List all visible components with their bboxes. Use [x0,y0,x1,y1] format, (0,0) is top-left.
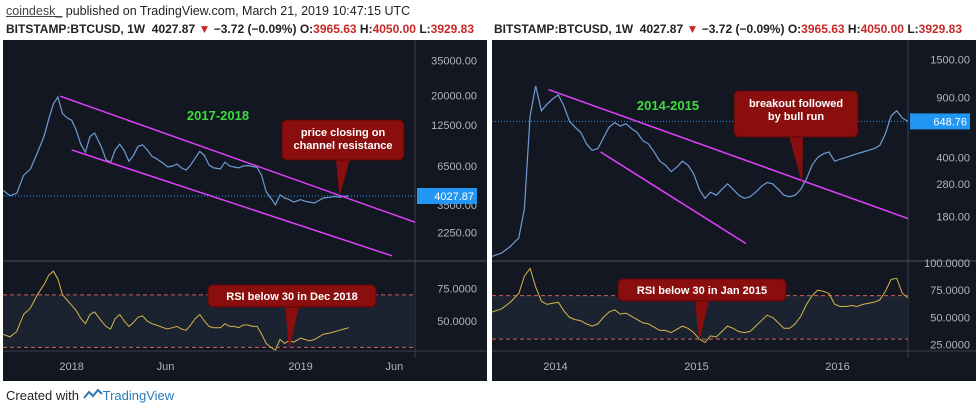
chart-header: coindesk_ published on TradingView.com, … [6,2,976,38]
rsi-tick-label: 25.0000 [930,340,970,352]
y-tick-label: 180.00 [936,211,970,223]
down-arrow-icon: ▼ [198,22,211,36]
rsi-series-line [491,267,909,344]
publish-info: published on TradingView.com, March 21, … [65,4,411,18]
publish-line: coindesk_ published on TradingView.com, … [6,4,410,18]
chart-2014-2015[interactable]: 1500.00 900.00 400.00 280.00 180.00 100.0000 7… [491,40,976,381]
y-tick-label: 900.00 [936,92,970,104]
open-value: 3965.63 [801,22,845,36]
callout-text: price closing on channel resistance [293,127,392,152]
x-tick-label: 2016 [825,361,849,373]
callout-pointer [336,159,350,197]
down-arrow-icon: ▼ [686,22,699,36]
callout-box [207,284,377,308]
price-change: −3.72 (−0.09%) [701,22,785,36]
chart-panel-2014-2015[interactable]: 1500.00 900.00 400.00 280.00 180.00 100.0000 7… [491,40,976,381]
high-value: 4050.00 [860,22,904,36]
open-label: O: [787,22,802,36]
y-tick-label: 280.00 [936,179,970,191]
chart-2017-2018[interactable]: 35000.0020000.0012500.006500.003500.0022… [2,40,487,381]
channel-line [71,149,393,257]
footer-tradingview[interactable]: TradingView [102,388,175,403]
open-label: O: [299,22,314,36]
callout-pointer [695,300,709,342]
last-price-tag-label: 4027.87 [434,191,474,203]
chart-title: 2014-2015 [637,98,699,113]
high-label: H: [847,22,861,36]
footer: Created with TradingView [6,388,174,403]
channel-line [600,151,747,245]
channel-line [59,95,416,223]
rsi-tick-label: 50.0000 [437,316,477,328]
low-label: L: [419,22,431,36]
footer-created: Created with [6,388,79,403]
publisher-link[interactable]: coindesk_ [6,4,63,18]
callout-box [281,119,405,161]
open-value: 3965.63 [313,22,357,36]
x-tick-label: 2015 [684,361,708,373]
y-tick-label: 20000.00 [431,91,477,103]
y-tick-label: 12500.00 [431,120,477,132]
low-value: 3929.83 [430,22,475,36]
high-label: H: [359,22,373,36]
y-tick-label: 35000.00 [431,55,477,67]
callout-text-line: price closing on [301,127,386,139]
chart-panel-2017-2018[interactable]: 35000.00 20000.00 12500.00 6500.00 3500.00 22… [2,40,487,381]
callout-text: RSI below 30 in Jan 2015 [637,285,767,297]
last-price-tag [910,113,970,130]
callout-text: breakout followed by bull run [749,98,843,123]
low-value: 3929.83 [918,22,963,36]
last-price-tag-label: 648.76 [933,116,967,128]
x-tick-label: Jun [157,361,175,373]
x-tick-label: 2019 [288,361,312,373]
callout-text-line: channel resistance [293,140,392,152]
y-tick-label: 400.00 [936,152,970,164]
last-price-tag [417,187,477,204]
price-change: −3.72 (−0.09%) [213,22,297,36]
channel-line [548,88,909,220]
symbol-name: BITSTAMP:BTCUSD, 1W [6,22,146,36]
callout-text-line: RSI below 30 in Dec 2018 [226,291,357,303]
callout-box [617,278,787,302]
rsi-tick-label: 75.0000 [437,283,477,295]
callout-text: RSI below 30 in Dec 2018 [226,291,357,303]
callout-box [733,90,859,138]
low-label: L: [907,22,919,36]
y-tick-label: 6500.00 [437,161,477,173]
rsi-tick-label: 100.0000 [924,258,970,270]
x-tick-label: 2018 [59,361,83,373]
price-series-line [2,95,349,207]
callout-text-line: RSI below 30 in Jan 2015 [637,285,767,297]
symbol-line-right: BITSTAMP:BTCUSD, 1W 4027.87 ▼ −3.72 (−0.… [494,22,962,36]
high-value: 4050.00 [372,22,416,36]
y-tick-label: 2250.00 [437,227,477,239]
x-tick-label: 2014 [543,361,567,373]
last-price: 4027.87 [151,22,196,36]
chart-title: 2017-2018 [187,108,249,123]
x-tick-label: Jun [386,361,404,373]
y-tick-label: 1500.00 [930,55,970,67]
price-series-line [491,85,909,257]
symbol-line-left: BITSTAMP:BTCUSD, 1W 4027.87 ▼ −3.72 (−0.… [6,22,474,36]
callout-pointer [789,136,803,184]
callout-pointer [285,306,299,350]
symbol-name: BITSTAMP:BTCUSD, 1W [494,22,634,36]
rsi-tick-label: 50.0000 [930,312,970,324]
last-price: 4027.87 [639,22,684,36]
callout-text-line: breakout followed [749,98,843,110]
callout-text-line: by bull run [768,111,825,123]
rsi-tick-label: 75.0000 [930,285,970,297]
tradingview-logo-icon [82,388,103,403]
